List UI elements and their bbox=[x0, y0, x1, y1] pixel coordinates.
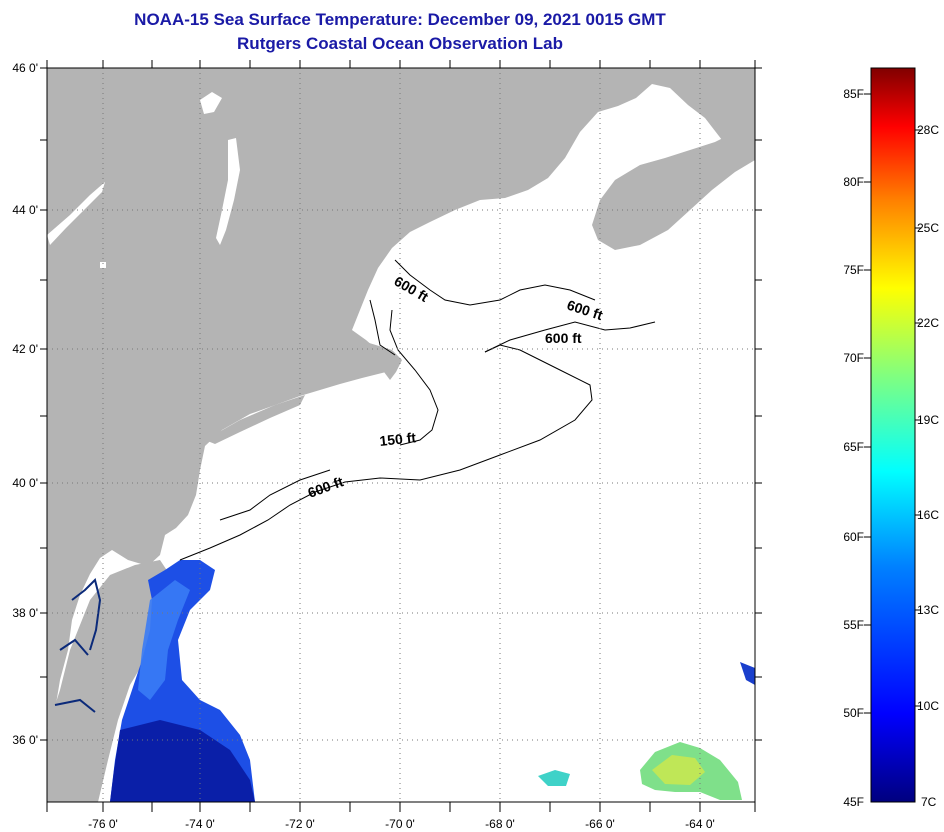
colorbar bbox=[870, 67, 916, 803]
land-delmarva bbox=[47, 560, 172, 802]
colorbar-label-f: 65F bbox=[843, 440, 864, 454]
colorbar-label-f: 80F bbox=[843, 175, 864, 189]
sst-data-deep bbox=[110, 720, 255, 802]
sst-data-small-patch bbox=[538, 770, 570, 786]
colorbar-label-f: 60F bbox=[843, 530, 864, 544]
sst-data-edge-patch bbox=[740, 662, 755, 685]
lon-label: -72 0' bbox=[285, 817, 315, 831]
land-nova-scotia bbox=[592, 128, 755, 250]
colorbar-label-f: 55F bbox=[843, 618, 864, 632]
land-cape-cod bbox=[366, 342, 402, 380]
graticule bbox=[47, 68, 755, 802]
lon-label: -76 0' bbox=[88, 817, 118, 831]
colorbar-label-f: 45F bbox=[843, 795, 864, 809]
lon-label: -64 0' bbox=[685, 817, 715, 831]
sst-data-shelf bbox=[138, 580, 190, 700]
lat-label: 36 0' bbox=[12, 733, 38, 747]
colorbar-label-c: 19C bbox=[917, 413, 939, 427]
map-frame bbox=[46, 67, 756, 803]
colorbar-label-c: 28C bbox=[917, 123, 939, 137]
lon-label: -66 0' bbox=[585, 817, 615, 831]
colorbar-ticks bbox=[864, 93, 921, 714]
contour-label: 600 ft bbox=[545, 330, 582, 346]
contour-label: 150 ft bbox=[379, 429, 417, 449]
colorbar-label-f: 50F bbox=[843, 706, 864, 720]
lon-label: -74 0' bbox=[185, 817, 215, 831]
bay-channels bbox=[54, 578, 102, 713]
axis-ticks bbox=[40, 60, 762, 812]
colorbar-label-c: 10C bbox=[917, 699, 939, 713]
colorbar-label-c: 16C bbox=[917, 508, 939, 522]
colorbar-label-f: 85F bbox=[843, 87, 864, 101]
lon-label: -70 0' bbox=[385, 817, 415, 831]
colorbar-label-c: 13C bbox=[917, 603, 939, 617]
lat-label: 46 0' bbox=[12, 61, 38, 75]
colorbar-label-c: 22C bbox=[917, 316, 939, 330]
colorbar-label-f: 70F bbox=[843, 351, 864, 365]
lat-label: 40 0' bbox=[12, 476, 38, 490]
colorbar-label-c: 7C bbox=[921, 795, 937, 809]
land-long-island bbox=[205, 395, 305, 444]
lat-label: 42 0' bbox=[12, 342, 38, 356]
map-title: NOAA-15 Sea Surface Temperature: Decembe… bbox=[134, 10, 666, 29]
colorbar-label-c: 25C bbox=[917, 221, 939, 235]
sst-data-warm-patch-2 bbox=[652, 755, 705, 785]
colorbar-label-f: 75F bbox=[843, 263, 864, 277]
bathymetry-contours bbox=[179, 259, 656, 561]
lon-label: -68 0' bbox=[485, 817, 515, 831]
lat-label: 38 0' bbox=[12, 606, 38, 620]
map-subtitle: Rutgers Coastal Ocean Observation Lab bbox=[237, 34, 563, 53]
lat-label: 44 0' bbox=[12, 203, 38, 217]
